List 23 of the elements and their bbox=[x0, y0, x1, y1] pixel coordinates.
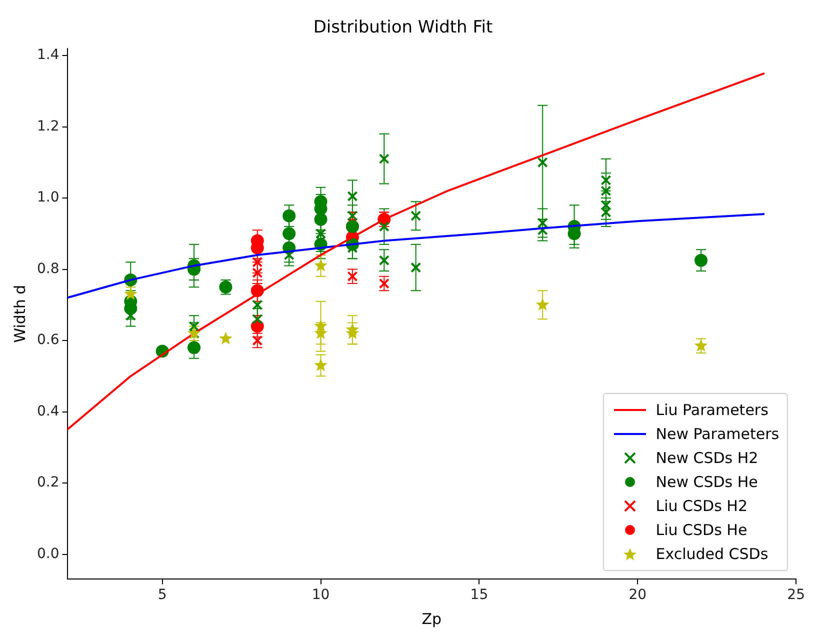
y-axis-title: Width d bbox=[10, 284, 29, 343]
y-tick-label: 1.2 bbox=[37, 118, 60, 134]
legend-label: New CSDs H2 bbox=[656, 449, 758, 468]
legend-label: Excluded CSDs bbox=[656, 545, 768, 564]
chart-title: Distribution Width Fit bbox=[313, 18, 493, 38]
x-tick-label: 20 bbox=[628, 587, 647, 604]
y-tick-label: 0.6 bbox=[37, 332, 60, 348]
y-tick-label: 0.8 bbox=[37, 260, 60, 277]
x-tick-label: 25 bbox=[787, 587, 806, 604]
legend-label: Liu Parameters bbox=[656, 401, 768, 420]
x-tick-label: 5 bbox=[158, 587, 167, 604]
legend-label: New CSDs He bbox=[656, 473, 758, 492]
x-axis-title: Zp bbox=[422, 610, 442, 628]
y-tick-label: 0.0 bbox=[37, 546, 60, 562]
legend-label: New Parameters bbox=[656, 425, 780, 444]
x-tick-label: 15 bbox=[470, 587, 488, 604]
y-tick-label: 1.0 bbox=[37, 190, 60, 206]
y-tick-label: 0.4 bbox=[37, 403, 60, 420]
legend-label: Liu CSDs He bbox=[656, 521, 748, 540]
y-tick-label: 1.4 bbox=[37, 47, 60, 64]
y-tick-label: 0.2 bbox=[37, 474, 60, 491]
legend-label: Liu CSDs H2 bbox=[656, 497, 748, 516]
x-tick-label: 10 bbox=[312, 587, 330, 604]
